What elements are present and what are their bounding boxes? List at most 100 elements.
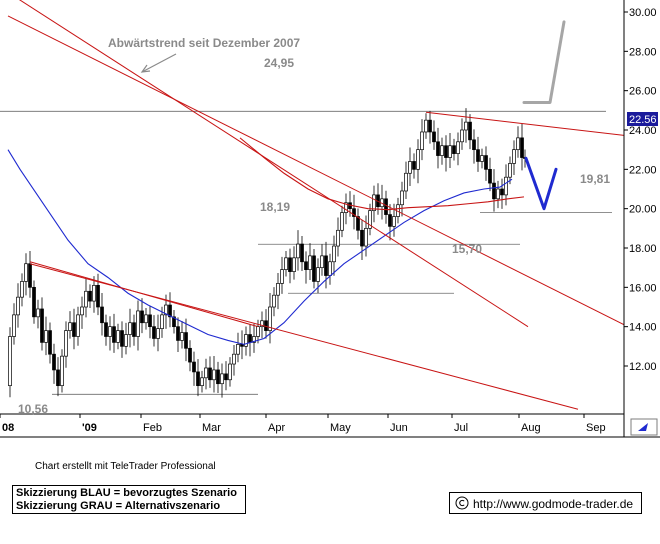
candle-body xyxy=(184,332,188,349)
legend-grey-line: Skizzierung GRAU = Alternativszenario xyxy=(16,500,221,512)
candle-body xyxy=(212,369,216,381)
candle-body xyxy=(344,202,348,213)
y-tick-label: 12.00 xyxy=(629,361,657,373)
red-upper-channel xyxy=(29,261,259,328)
candle-body xyxy=(364,227,368,247)
level-label-15-70: 15,70 xyxy=(452,242,482,256)
y-tick-label: 24.00 xyxy=(629,125,657,137)
candle-body xyxy=(208,367,212,381)
candle-body xyxy=(412,161,416,170)
level-label-24-95: 24,95 xyxy=(264,56,294,70)
last-price-label: 22.56 xyxy=(629,114,657,126)
scenario-sketches xyxy=(522,20,566,211)
y-tick-label: 14.00 xyxy=(629,322,657,334)
candle-body xyxy=(196,371,200,387)
scenario-legend: Skizzierung BLAU = bevorzugtes Szenario … xyxy=(12,485,246,514)
candle-body xyxy=(500,188,504,196)
candle-body xyxy=(40,308,44,343)
level-label-18-19: 18,19 xyxy=(260,200,290,214)
candle-body xyxy=(84,290,88,308)
candle-body xyxy=(432,131,436,143)
candle-body xyxy=(504,176,508,196)
y-tick-label: 26.00 xyxy=(629,86,657,98)
x-tick-label: May xyxy=(330,422,351,434)
candle-body xyxy=(464,121,468,131)
candle-body xyxy=(120,330,124,347)
x-tick-label: Sep xyxy=(586,422,606,434)
candle-body xyxy=(520,137,524,158)
candle-body xyxy=(400,190,404,206)
x-tick-label: 08 xyxy=(2,422,14,434)
chart-scroll-button[interactable] xyxy=(630,418,658,436)
candle-body xyxy=(428,119,432,133)
candle-body xyxy=(136,310,140,337)
candle-body xyxy=(480,155,484,162)
candle-body xyxy=(424,119,428,133)
price-candles xyxy=(8,108,527,398)
source-url-box[interactable]: http://www.godmode-trader.de xyxy=(449,492,642,514)
legend-blue-line: Skizzierung BLAU = bevorzugtes Szenario xyxy=(16,487,237,499)
candle-body xyxy=(280,269,284,284)
x-tick-label: '09 xyxy=(82,422,97,434)
candle-body xyxy=(260,320,264,328)
candle-body xyxy=(80,306,84,316)
candle-body xyxy=(244,334,248,347)
candle-body xyxy=(328,261,332,276)
trendlines xyxy=(7,0,624,410)
candle-body xyxy=(36,308,40,318)
candle-body xyxy=(152,326,156,339)
candle-body xyxy=(368,210,372,229)
candle-body xyxy=(492,182,496,200)
candle-body xyxy=(300,243,304,263)
level-label-19-81: 19,81 xyxy=(580,172,610,186)
y-tick-label: 18.00 xyxy=(629,243,657,255)
candle-body xyxy=(100,306,104,324)
candle-body xyxy=(392,216,396,227)
candle-body xyxy=(316,267,320,282)
candle-body xyxy=(216,369,220,385)
source-url[interactable]: http://www.godmode-trader.de xyxy=(473,497,634,511)
candle-body xyxy=(228,363,232,381)
red-triangle-top xyxy=(425,111,624,136)
x-axis-ticks: 08 '09 Feb Mar Apr May Jun Jul Aug Sep xyxy=(0,414,606,434)
candle-body xyxy=(60,355,64,387)
candle-body xyxy=(472,139,476,151)
candle-body xyxy=(124,334,128,347)
candle-body xyxy=(340,212,344,231)
candle-body xyxy=(404,172,408,192)
candle-body xyxy=(416,149,420,170)
candle-body xyxy=(156,328,160,339)
candle-body xyxy=(512,149,516,164)
red-downtrend-upper xyxy=(18,0,529,328)
candle-body xyxy=(92,285,96,302)
red-downtrend-upper-b xyxy=(7,15,624,326)
candle-body xyxy=(16,296,20,316)
candle-body xyxy=(448,145,452,158)
chart-credit: Chart erstellt mit TeleTrader Profession… xyxy=(35,461,216,472)
candle-body xyxy=(188,347,192,363)
candle-body xyxy=(304,261,308,270)
candle-body xyxy=(68,322,72,331)
candle-body xyxy=(24,263,28,282)
last-price-marker: 22.56 xyxy=(627,112,658,126)
y-axis-ticks: 12.00 14.00 16.00 18.00 20.00 22.00 24.00 26.00… xyxy=(624,7,657,373)
downtrend-label: Abwärtstrend seit Dezember 2007 xyxy=(108,36,300,50)
plot-area xyxy=(0,0,624,410)
candle-body xyxy=(148,314,152,328)
candle-body xyxy=(508,163,512,178)
candle-body xyxy=(440,145,444,156)
candle-body xyxy=(252,336,256,343)
candle-body xyxy=(12,314,16,337)
candle-body xyxy=(272,294,276,308)
blue-scenario xyxy=(524,156,558,211)
x-tick-label: Jul xyxy=(454,422,468,434)
candle-body xyxy=(488,168,492,184)
candle-body xyxy=(268,306,272,331)
x-tick-label: Jun xyxy=(390,422,408,434)
y-tick-label: 16.00 xyxy=(629,282,657,294)
candle-body xyxy=(496,188,500,200)
candle-body xyxy=(52,353,56,371)
candle-body xyxy=(72,322,76,337)
x-tick-label: Aug xyxy=(521,422,541,434)
candle-body xyxy=(292,257,296,272)
